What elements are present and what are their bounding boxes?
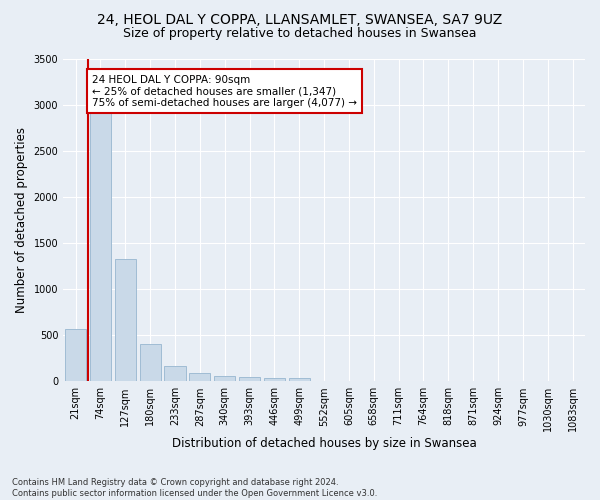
Bar — [164, 366, 185, 382]
Y-axis label: Number of detached properties: Number of detached properties — [15, 127, 28, 313]
Bar — [214, 376, 235, 382]
Bar — [140, 344, 161, 382]
Bar — [264, 378, 285, 382]
Bar — [90, 112, 111, 382]
Text: 24, HEOL DAL Y COPPA, LLANSAMLET, SWANSEA, SA7 9UZ: 24, HEOL DAL Y COPPA, LLANSAMLET, SWANSE… — [97, 12, 503, 26]
Bar — [189, 373, 211, 382]
Bar — [65, 329, 86, 382]
Text: Size of property relative to detached houses in Swansea: Size of property relative to detached ho… — [123, 28, 477, 40]
Bar — [289, 378, 310, 382]
Text: 24 HEOL DAL Y COPPA: 90sqm
← 25% of detached houses are smaller (1,347)
75% of s: 24 HEOL DAL Y COPPA: 90sqm ← 25% of deta… — [92, 74, 357, 108]
Text: Contains HM Land Registry data © Crown copyright and database right 2024.
Contai: Contains HM Land Registry data © Crown c… — [12, 478, 377, 498]
Bar — [115, 259, 136, 382]
Bar — [239, 377, 260, 382]
X-axis label: Distribution of detached houses by size in Swansea: Distribution of detached houses by size … — [172, 437, 476, 450]
